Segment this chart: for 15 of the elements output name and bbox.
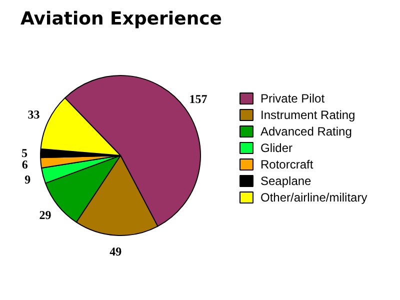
legend-label: Rotorcraft [260,158,314,172]
data-label: 49 [110,244,122,258]
data-label: 29 [39,208,52,222]
legend-label: Glider [260,141,293,155]
data-label: 6 [22,157,28,172]
data-label: 9 [24,172,31,187]
legend-label: Seaplane [260,174,312,188]
data-label: 33 [28,107,40,122]
legend-label: Other/airline/military [260,190,368,204]
legend-label: Private Pilot [260,92,326,106]
chart-title: Aviation Experience [20,8,222,30]
legend-label: Advanced Rating [260,124,352,138]
data-label: 157 [189,92,208,106]
legend-label: Instrument Rating [260,108,356,122]
data-label: 5 [22,146,28,160]
